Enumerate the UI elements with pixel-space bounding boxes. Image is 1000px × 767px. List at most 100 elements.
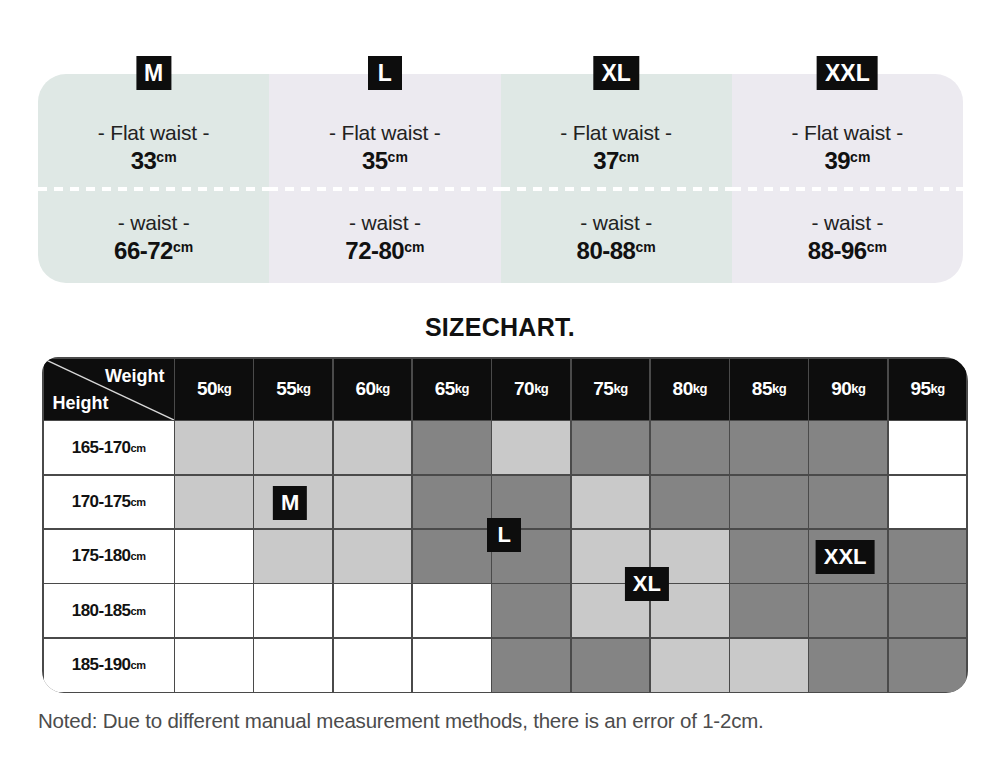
size-coverage-cell (175, 476, 253, 529)
size-coverage-cell (175, 639, 253, 692)
size-coverage-cell (492, 584, 570, 637)
flat-waist-label: - Flat waist - (792, 121, 904, 145)
height-row-label: 175-180cm (44, 530, 174, 583)
size-coverage-cell (730, 639, 808, 692)
size-coverage-cell (730, 584, 808, 637)
size-coverage-cell (413, 584, 491, 637)
height-row-label: 180-185cm (44, 584, 174, 637)
size-coverage-cell (730, 530, 808, 583)
size-coverage-cell (572, 421, 650, 474)
weight-header-cell: 90kg (809, 359, 887, 420)
size-coverage-cell (413, 476, 491, 529)
size-panels-row: - Flat waist - 33cm - waist - 66-72cm - … (38, 74, 963, 283)
size-coverage-cell (889, 476, 967, 529)
size-coverage-cell (651, 421, 729, 474)
size-coverage-cell (254, 421, 332, 474)
size-coverage-cell (809, 639, 887, 692)
waist-block: - waist - 88-96cm (732, 191, 963, 283)
size-panel-xl: - Flat waist - 37cm - waist - 80-88cm (501, 74, 732, 283)
weight-header-cell: 95kg (889, 359, 967, 420)
size-coverage-cell (809, 476, 887, 529)
measurement-note: Noted: Due to different manual measureme… (38, 709, 968, 733)
waist-label: - waist - (580, 211, 652, 235)
height-row-label: 170-175cm (44, 476, 174, 529)
weight-header-cell: 85kg (730, 359, 808, 420)
weight-axis-label: Weight (105, 366, 165, 387)
size-badge-xxl: XXL (817, 56, 878, 90)
size-coverage-cell (492, 421, 570, 474)
flat-waist-value: 39cm (824, 148, 870, 174)
size-coverage-cell (413, 639, 491, 692)
size-panel-m: - Flat waist - 33cm - waist - 66-72cm (38, 74, 269, 283)
weight-header-cell: 60kg (334, 359, 412, 420)
size-coverage-cell (413, 530, 491, 583)
size-coverage-cell (254, 584, 332, 637)
size-coverage-cell (334, 421, 412, 474)
waist-value: 88-96cm (808, 238, 887, 264)
size-panel-xxl: - Flat waist - 39cm - waist - 88-96cm (732, 74, 963, 283)
weight-header-cell: 50kg (175, 359, 253, 420)
flat-waist-block: - Flat waist - 35cm (269, 74, 500, 187)
flat-waist-value: 35cm (362, 148, 408, 174)
size-coverage-cell (651, 476, 729, 529)
size-coverage-cell (889, 639, 967, 692)
size-coverage-cell (413, 421, 491, 474)
size-coverage-cell (889, 584, 967, 637)
weight-header-cell: 70kg (492, 359, 570, 420)
flat-waist-value: 33cm (131, 148, 177, 174)
table-size-badge-l: L (487, 518, 521, 552)
table-size-badge-xl: XL (625, 567, 669, 601)
height-row-label: 165-170cm (44, 421, 174, 474)
size-coverage-cell (572, 476, 650, 529)
flat-waist-value: 37cm (593, 148, 639, 174)
flat-waist-label: - Flat waist - (98, 121, 210, 145)
table-corner-cell: Weight Height (44, 359, 174, 420)
size-badge-xl: XL (593, 56, 638, 90)
size-coverage-cell (889, 421, 967, 474)
size-chart-page: - Flat waist - 33cm - waist - 66-72cm - … (0, 0, 1000, 767)
flat-waist-label: - Flat waist - (329, 121, 441, 145)
size-coverage-cell (334, 530, 412, 583)
weight-header-cell: 55kg (254, 359, 332, 420)
waist-block: - waist - 72-80cm (269, 191, 500, 283)
size-coverage-cell (572, 639, 650, 692)
waist-value: 72-80cm (345, 238, 424, 264)
flat-waist-block: - Flat waist - 33cm (38, 74, 269, 187)
size-coverage-cell (175, 584, 253, 637)
flat-waist-block: - Flat waist - 39cm (732, 74, 963, 187)
weight-header-cell: 80kg (651, 359, 729, 420)
waist-block: - waist - 80-88cm (501, 191, 732, 283)
flat-waist-block: - Flat waist - 37cm (501, 74, 732, 187)
sizechart-title: SIZECHART. (0, 313, 1000, 342)
size-coverage-cell (334, 584, 412, 637)
size-coverage-cell (175, 421, 253, 474)
size-badge-l: L (368, 56, 402, 90)
sizechart-table-area: Weight Height 50kg55kg60kg65kg70kg75kg80… (42, 357, 968, 695)
size-badge-m: M (136, 56, 171, 90)
waist-label: - waist - (812, 211, 884, 235)
waist-label: - waist - (118, 211, 190, 235)
size-coverage-cell (651, 639, 729, 692)
waist-value: 66-72cm (114, 238, 193, 264)
size-coverage-cell (254, 530, 332, 583)
flat-waist-label: - Flat waist - (560, 121, 672, 145)
table-size-badge-xxl: XXL (816, 540, 875, 574)
waist-value: 80-88cm (577, 238, 656, 264)
size-coverage-cell (334, 639, 412, 692)
size-coverage-cell (809, 421, 887, 474)
size-coverage-cell (175, 530, 253, 583)
table-size-badge-m: M (273, 486, 307, 520)
waist-block: - waist - 66-72cm (38, 191, 269, 283)
size-coverage-cell (730, 421, 808, 474)
size-coverage-cell (334, 476, 412, 529)
size-coverage-cell (809, 584, 887, 637)
weight-header-cell: 65kg (413, 359, 491, 420)
size-coverage-cell (730, 476, 808, 529)
size-panel-l: - Flat waist - 35cm - waist - 72-80cm (269, 74, 500, 283)
size-coverage-cell (254, 639, 332, 692)
weight-header-cell: 75kg (572, 359, 650, 420)
size-coverage-cell (889, 530, 967, 583)
waist-label: - waist - (349, 211, 421, 235)
height-row-label: 185-190cm (44, 639, 174, 692)
height-axis-label: Height (53, 393, 109, 414)
